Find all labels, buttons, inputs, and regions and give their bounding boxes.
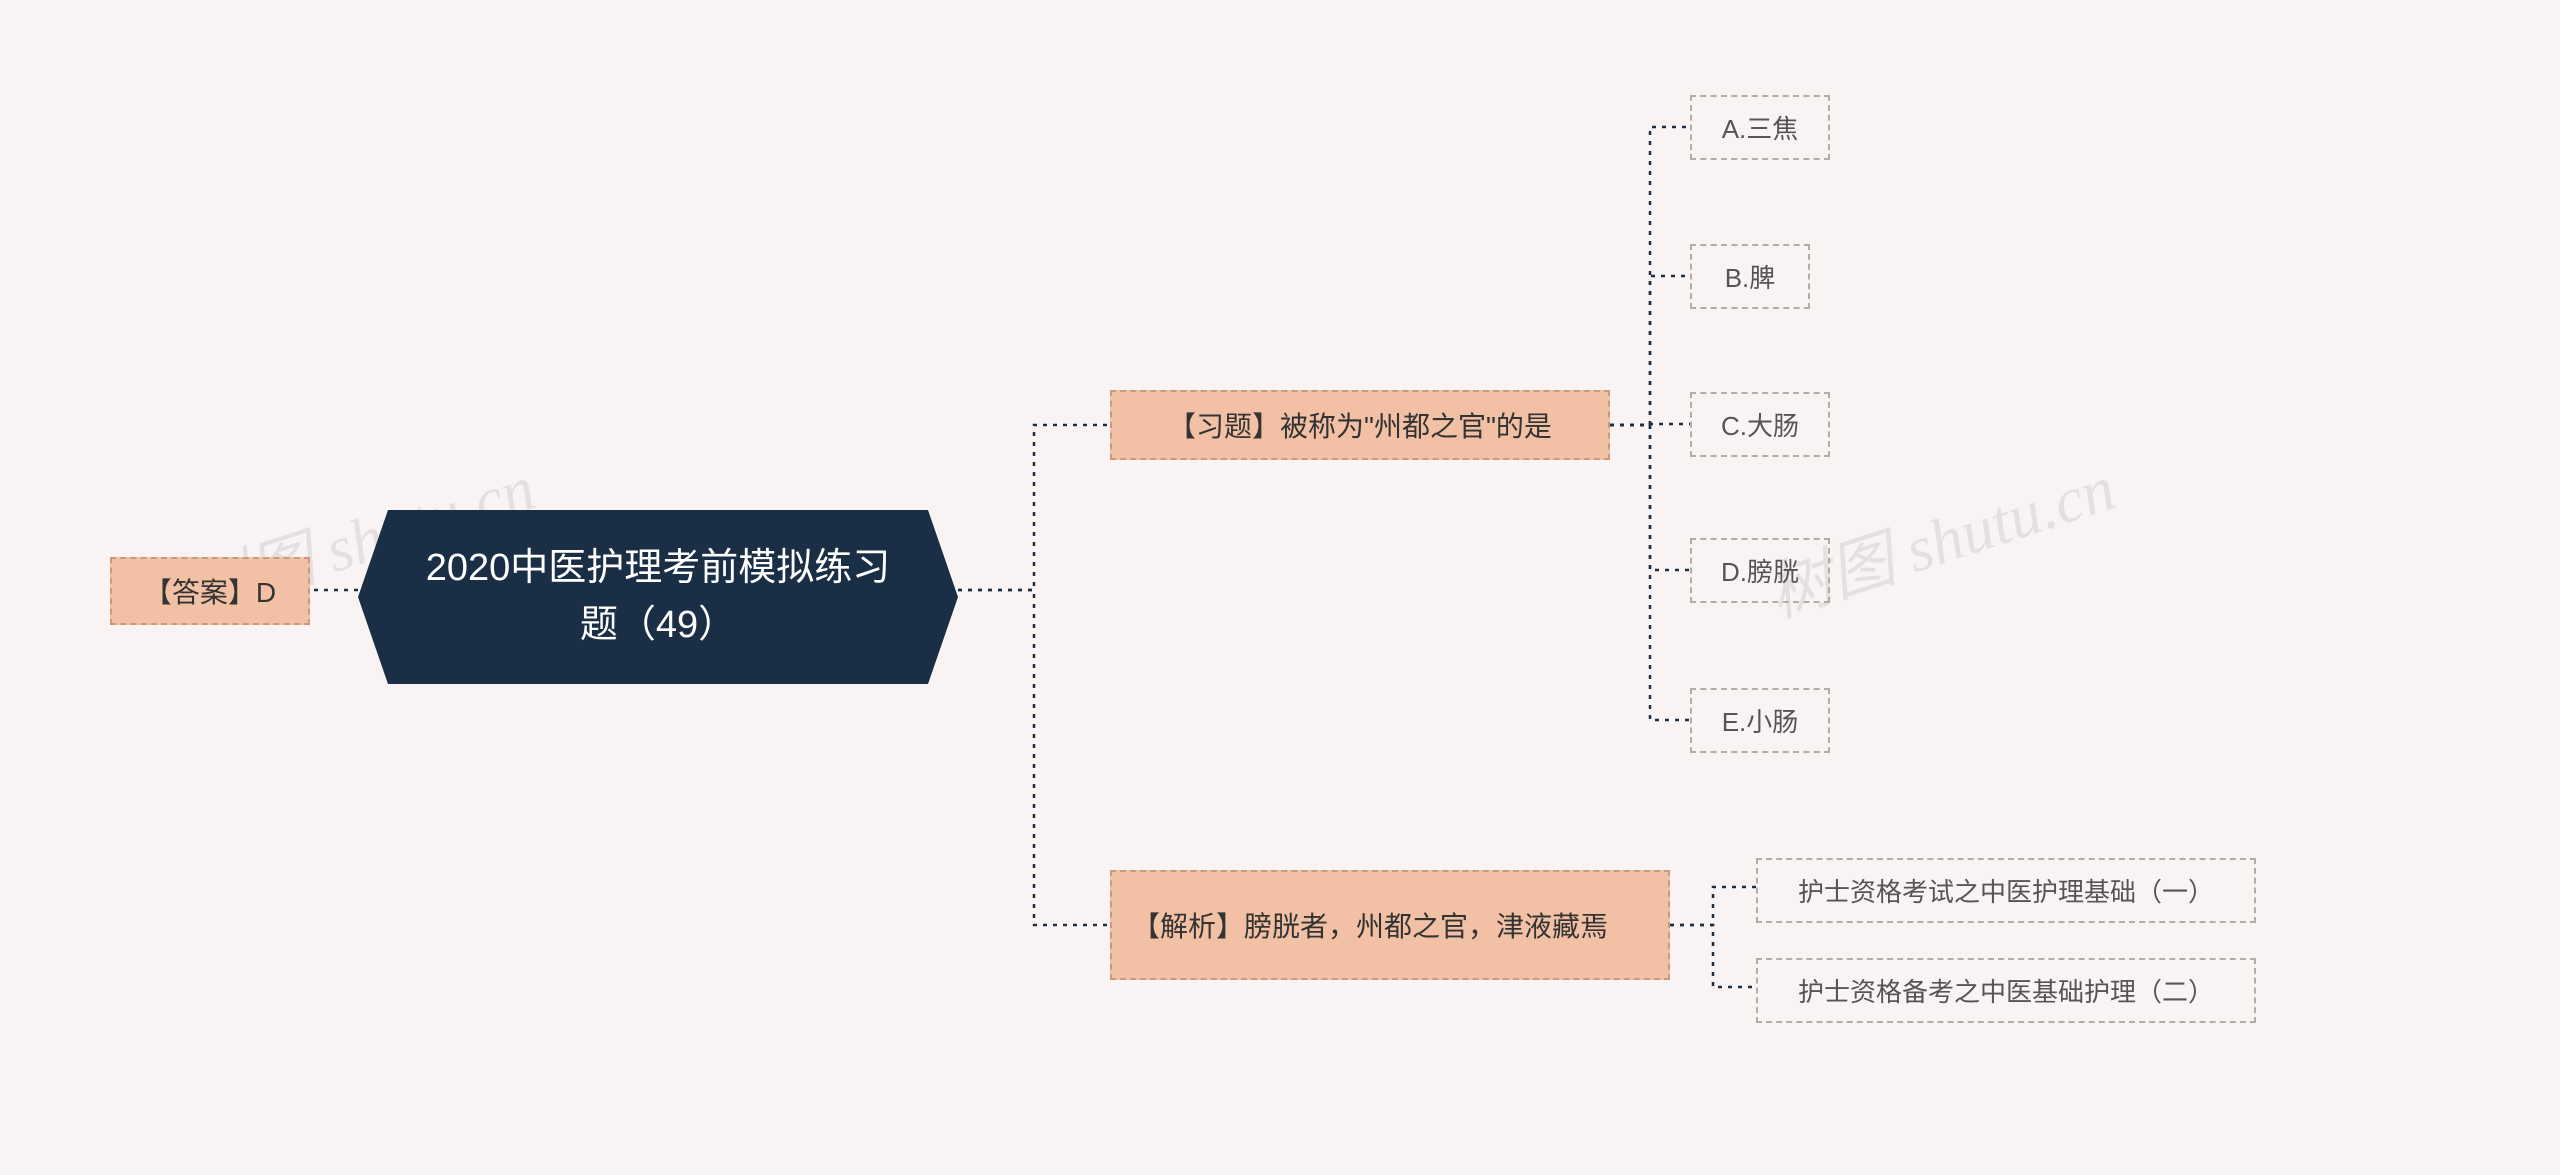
related-link-2: 护士资格备考之中医基础护理（二） — [1756, 958, 2256, 1023]
analysis-node: 【解析】膀胱者，州都之官，津液藏焉 — [1110, 870, 1670, 980]
option-a: A.三焦 — [1690, 95, 1830, 160]
option-c: C.大肠 — [1690, 392, 1830, 457]
related-link-2-text: 护士资格备考之中医基础护理（二） — [1798, 972, 2214, 1009]
option-d: D.膀胱 — [1690, 538, 1830, 603]
related-link-1-text: 护士资格考试之中医护理基础（一） — [1798, 872, 2214, 909]
option-c-text: C.大肠 — [1721, 406, 1799, 443]
answer-text: 【答案】D — [144, 571, 276, 611]
option-e-text: E.小肠 — [1722, 702, 1799, 739]
answer-node: 【答案】D — [110, 557, 310, 625]
question-node: 【习题】被称为"州都之官"的是 — [1110, 390, 1610, 460]
option-b: B.脾 — [1690, 244, 1810, 309]
question-text: 【习题】被称为"州都之官"的是 — [1168, 405, 1552, 445]
analysis-text: 【解析】膀胱者，州都之官，津液藏焉 — [1132, 905, 1608, 945]
option-e: E.小肠 — [1690, 688, 1830, 753]
option-d-text: D.膀胱 — [1721, 552, 1799, 589]
watermark-2: 树图 shutu.cn — [1755, 437, 2125, 635]
option-a-text: A.三焦 — [1722, 109, 1799, 146]
root-node: 2020中医护理考前模拟练习题（49） — [358, 510, 958, 684]
related-link-1: 护士资格考试之中医护理基础（一） — [1756, 858, 2256, 923]
root-text: 2020中医护理考前模拟练习题（49） — [408, 540, 908, 654]
option-b-text: B.脾 — [1725, 258, 1776, 295]
